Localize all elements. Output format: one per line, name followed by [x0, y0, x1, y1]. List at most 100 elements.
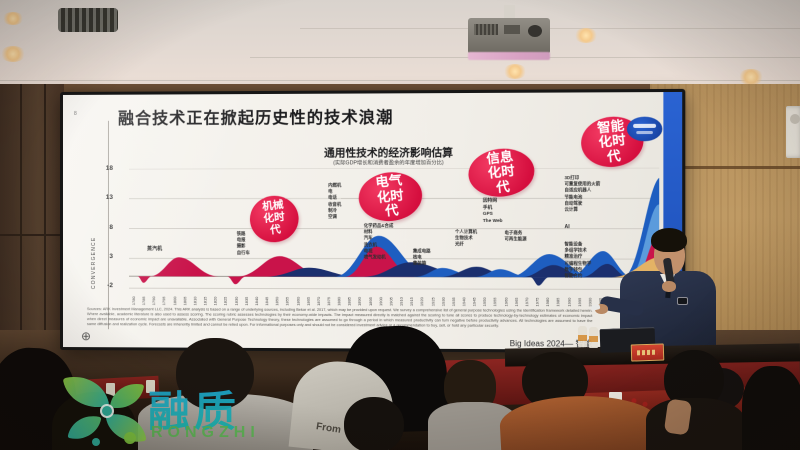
list-item: 1930	[440, 297, 446, 307]
list-item: 1825	[223, 296, 229, 306]
water-bottle	[589, 327, 598, 348]
list-item: 1905	[388, 297, 394, 307]
audience-black-shirt	[646, 398, 746, 450]
list-item: 可再生能源	[504, 236, 527, 242]
list-item: 1875	[326, 296, 332, 306]
list-item: 1910	[398, 297, 404, 307]
tech-label-internet: 因特网 手机 GPS The Web	[483, 198, 503, 225]
list-item: 自行车	[236, 249, 250, 255]
slide: 8 融合技术正在掀起历史性的技术浪潮 CONVERGENCE 通用性技术的经济影…	[62, 91, 683, 351]
wall-panel-seam	[44, 84, 46, 404]
list-item: 1885	[346, 296, 352, 306]
list-item: 1780	[131, 296, 137, 306]
list-item: 1935	[450, 297, 456, 307]
rongzhi-logo-english: RONGZHI	[151, 424, 260, 441]
list-item: 1920	[419, 297, 425, 307]
list-item: 1965	[513, 297, 519, 307]
list-item: 可编程生物学	[564, 260, 592, 266]
ceiling-light	[503, 64, 527, 79]
tech-label-electric: 内燃机电电话 收音机 制冷 空调	[328, 183, 341, 221]
ceiling	[0, 0, 800, 88]
list-item: 8	[109, 223, 113, 231]
list-item: 1945	[471, 297, 477, 307]
list-item: -2	[107, 282, 113, 290]
x-axis-ticks: 1780 1785 1790 1795 1800 1805 1810 1815 1820 1825…	[129, 281, 659, 307]
list-item: GPS	[482, 211, 493, 217]
list-item: 1925	[429, 297, 436, 307]
tech-label-ai: AI	[564, 224, 569, 231]
water-bottle	[578, 326, 587, 347]
slide-page-number: 8	[73, 110, 77, 117]
list-item: 1995	[576, 297, 582, 307]
y-axis-ticks: 18 13 8 3 -2	[93, 165, 113, 289]
wall-panel-seam	[20, 84, 22, 404]
list-item: 1865	[305, 296, 311, 306]
tech-label-chemicals: 化学药品&合成 材料 汽车 洗衣机 电视 喷气发动机	[364, 223, 394, 261]
era-bubble-label: 电气化时代	[374, 172, 405, 219]
list-item: 收音机	[328, 201, 342, 207]
paper-cup	[106, 383, 115, 396]
list-item: 1815	[202, 296, 208, 306]
tech-label-integrated-circuits: 集成电路 核电 集装箱	[413, 248, 431, 267]
slide-title: 融合技术正在掀起历史性的技术浪潮	[117, 109, 394, 128]
list-item: 1845	[264, 296, 270, 306]
projector-mount	[504, 5, 515, 20]
list-item: 1890	[357, 296, 363, 306]
projector-glow	[468, 52, 550, 60]
air-vent	[58, 8, 118, 32]
list-item: 空调	[328, 214, 337, 220]
audience-head	[176, 338, 254, 410]
speaker-name-card	[630, 343, 665, 362]
list-item: 1805	[182, 296, 188, 306]
list-item: 1895	[367, 296, 373, 307]
list-item: 集装箱	[412, 260, 427, 267]
list-item: 1915	[409, 297, 415, 307]
list-item: 1795	[161, 296, 167, 306]
list-item: The Web	[482, 217, 503, 224]
era-bubble-label: 信息化时代	[485, 148, 516, 195]
list-item: 1975	[534, 297, 540, 307]
chart-subtitle: (实际GDP增长和消费者盈余的年度增加百分比)	[333, 160, 444, 167]
globe-icon: ⊕	[80, 329, 92, 344]
list-item: 1840	[253, 296, 259, 306]
paper-cup	[146, 380, 155, 393]
list-item: 18	[105, 164, 113, 172]
list-item: 2000	[587, 297, 593, 307]
list-item: 因特网	[482, 197, 498, 203]
wall-panel-seam	[655, 166, 800, 169]
list-item: 1850	[274, 296, 280, 306]
audience-head	[344, 397, 404, 450]
list-item: 1970	[524, 297, 530, 307]
list-item: AI	[564, 224, 570, 231]
wall-speaker	[786, 106, 800, 158]
list-item: 手机	[482, 204, 493, 210]
list-item: 1880	[336, 296, 342, 306]
projection-screen: 8 融合技术正在掀起历史性的技术浪潮 CONVERGENCE 通用性技术的经济影…	[60, 88, 686, 354]
list-item: 智能合约	[564, 273, 583, 279]
ceiling-projector	[468, 5, 550, 60]
tech-label-smart-era: 3D打印 可重复使用的火箭 自适应机器人 节能电池 自动驾驶 云计算	[564, 175, 600, 213]
projector-port	[504, 25, 520, 34]
list-item: 1860	[295, 296, 301, 306]
list-item: 1830	[233, 296, 239, 306]
list-item: 蒸汽机	[147, 246, 163, 253]
source-disclaimer: Sources: ARK Investment Management LLC, …	[86, 307, 593, 328]
chart-plot	[129, 168, 660, 291]
list-item: 1785	[141, 296, 147, 306]
list-item: 1870	[315, 296, 321, 306]
era-bubble-label: 智能化时代	[596, 117, 627, 165]
presenter-hand	[595, 304, 608, 314]
list-item: 1955	[492, 297, 498, 307]
list-item: 3	[109, 252, 113, 260]
list-item: 1820	[212, 296, 218, 306]
list-item: 13	[105, 194, 113, 202]
ceiling-light	[2, 12, 24, 25]
list-item: 1800	[171, 296, 177, 306]
presenter-hand-mic	[662, 281, 676, 292]
list-item: 1855	[284, 296, 290, 306]
era-bubble-label: 机械化时代	[261, 199, 286, 237]
list-item: 1990	[566, 297, 572, 307]
list-item: 1950	[482, 297, 488, 307]
tech-label-steam: 蒸汽机	[147, 246, 162, 253]
list-item: 1985	[555, 297, 561, 307]
